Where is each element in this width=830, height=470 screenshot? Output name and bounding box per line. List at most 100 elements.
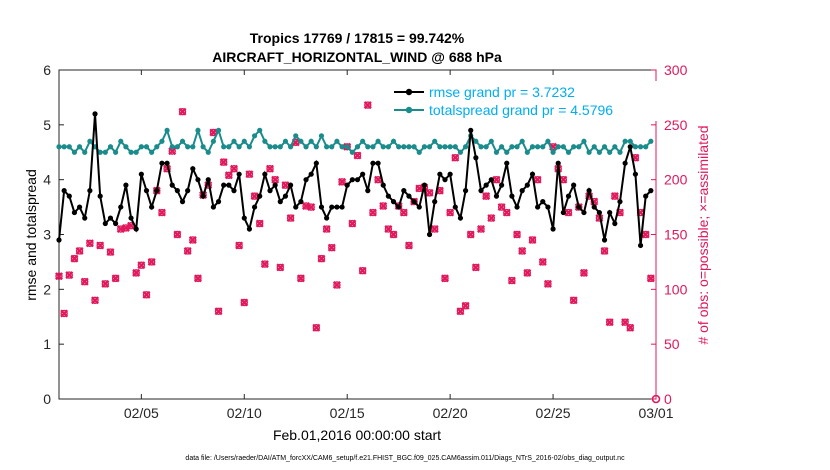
totalspread-point [215, 127, 222, 133]
obs-assimilated-point [332, 280, 341, 289]
obs-assimilated-point [492, 175, 501, 184]
obs-possible-point [503, 208, 511, 217]
rmse-point [313, 160, 319, 166]
obs-assimilated-point [55, 272, 63, 281]
obs-assimilated-point [579, 268, 588, 277]
obs-possible-point [508, 276, 516, 285]
rmse-point [231, 188, 237, 194]
x-tick-label: 02/10 [227, 405, 262, 421]
totalspread-point [396, 144, 402, 150]
rmse-point [421, 182, 428, 188]
obs-assimilated-point [513, 230, 522, 239]
rmse-point [396, 204, 402, 210]
obs-assimilated-point [482, 192, 491, 201]
totalspread-point [76, 144, 83, 150]
totalspread-point [149, 149, 155, 155]
obs-assimilated-point [353, 151, 362, 160]
obs-assimilated-point [446, 208, 455, 217]
rmse-point [226, 182, 232, 188]
totalspread-point [174, 144, 180, 150]
rmse-point [113, 220, 119, 227]
obs-assimilated-point [255, 219, 264, 228]
obs-assimilated-point [543, 279, 552, 288]
totalspread-point [195, 127, 201, 133]
obs-assimilated-point [348, 219, 357, 228]
totalspread-point [329, 144, 335, 150]
rmse-point [607, 209, 613, 216]
rmse-point [138, 171, 144, 177]
rmse-point [637, 242, 644, 249]
totalspread-point [555, 144, 561, 150]
totalspread-point [601, 144, 608, 150]
obs-possible-point [91, 296, 99, 304]
y-left-tick-label: 4 [43, 172, 51, 188]
obs-assimilated-point [106, 248, 115, 257]
totalspread-point [118, 138, 124, 144]
rmse-point [648, 188, 654, 194]
obs-assimilated-point [471, 263, 480, 272]
obs-possible-point [266, 164, 274, 173]
rmse-point [92, 111, 98, 117]
totalspread-point [390, 138, 397, 144]
obs-possible-point [528, 236, 537, 244]
rmse-point [540, 199, 546, 205]
obs-assimilated-point [271, 175, 280, 184]
obs-possible-point [137, 261, 146, 269]
totalspread-point [648, 138, 654, 144]
totalspread-point [529, 144, 536, 150]
rmse-point [565, 193, 572, 199]
totalspread-point [499, 144, 505, 150]
rmse-point [102, 220, 108, 227]
rmse-point [262, 171, 268, 177]
totalspread-point [200, 144, 206, 150]
obs-assimilated-point [528, 236, 537, 244]
rmse-point [277, 199, 283, 205]
obs-possible-point [261, 260, 269, 268]
obs-possible-point [142, 291, 151, 299]
rmse-point [545, 204, 551, 210]
obs-possible-point [240, 298, 248, 307]
rmse-point [643, 193, 649, 199]
rmse-point [344, 182, 350, 188]
totalspread-point [622, 138, 628, 144]
obs-assimilated-point [533, 175, 542, 184]
totalspread-point [416, 149, 422, 155]
obs-assimilated-point [518, 246, 527, 255]
totalspread-point [231, 138, 237, 144]
obs-possible-point [430, 225, 439, 233]
x-tick-label: 02/25 [536, 405, 571, 421]
obs-possible-point [147, 258, 156, 266]
obs-assimilated-point [65, 271, 74, 280]
rmse-point [462, 188, 469, 194]
rmse-point [303, 177, 309, 183]
rmse-point [452, 204, 458, 210]
obs-possible-point [338, 178, 346, 186]
rmse-point [195, 177, 201, 183]
rmse-point [334, 204, 340, 210]
obs-possible-point [441, 274, 449, 283]
obs-possible-point [513, 230, 521, 239]
totalspread-point [545, 138, 551, 144]
obs-assimilated-point [389, 230, 398, 239]
totalspread-point [267, 144, 273, 150]
obs-possible-point [81, 277, 89, 286]
obs-assimilated-point [178, 107, 187, 116]
obs-assimilated-point [147, 257, 156, 266]
totalspread-point [493, 149, 500, 155]
rmse-point [174, 188, 180, 194]
x-tick-label: 02/15 [330, 405, 365, 421]
rmse-point [200, 193, 206, 199]
obs-possible-point [580, 269, 588, 277]
rmse-point [87, 188, 93, 194]
obs-assimilated-point [224, 171, 233, 180]
rmse-point [473, 155, 479, 161]
obs-assimilated-point [307, 203, 316, 212]
obs-possible-point [544, 280, 552, 288]
plot-area: 02/05 02/10 02/15 02/20 02/25 03/010123456050… [43, 62, 687, 421]
rmse-point [308, 171, 314, 177]
rmse-point [128, 215, 134, 221]
totalspread-point [406, 144, 412, 150]
obs-assimilated-point [240, 298, 249, 307]
obs-assimilated-point [85, 239, 94, 248]
obs-possible-point [70, 254, 79, 263]
